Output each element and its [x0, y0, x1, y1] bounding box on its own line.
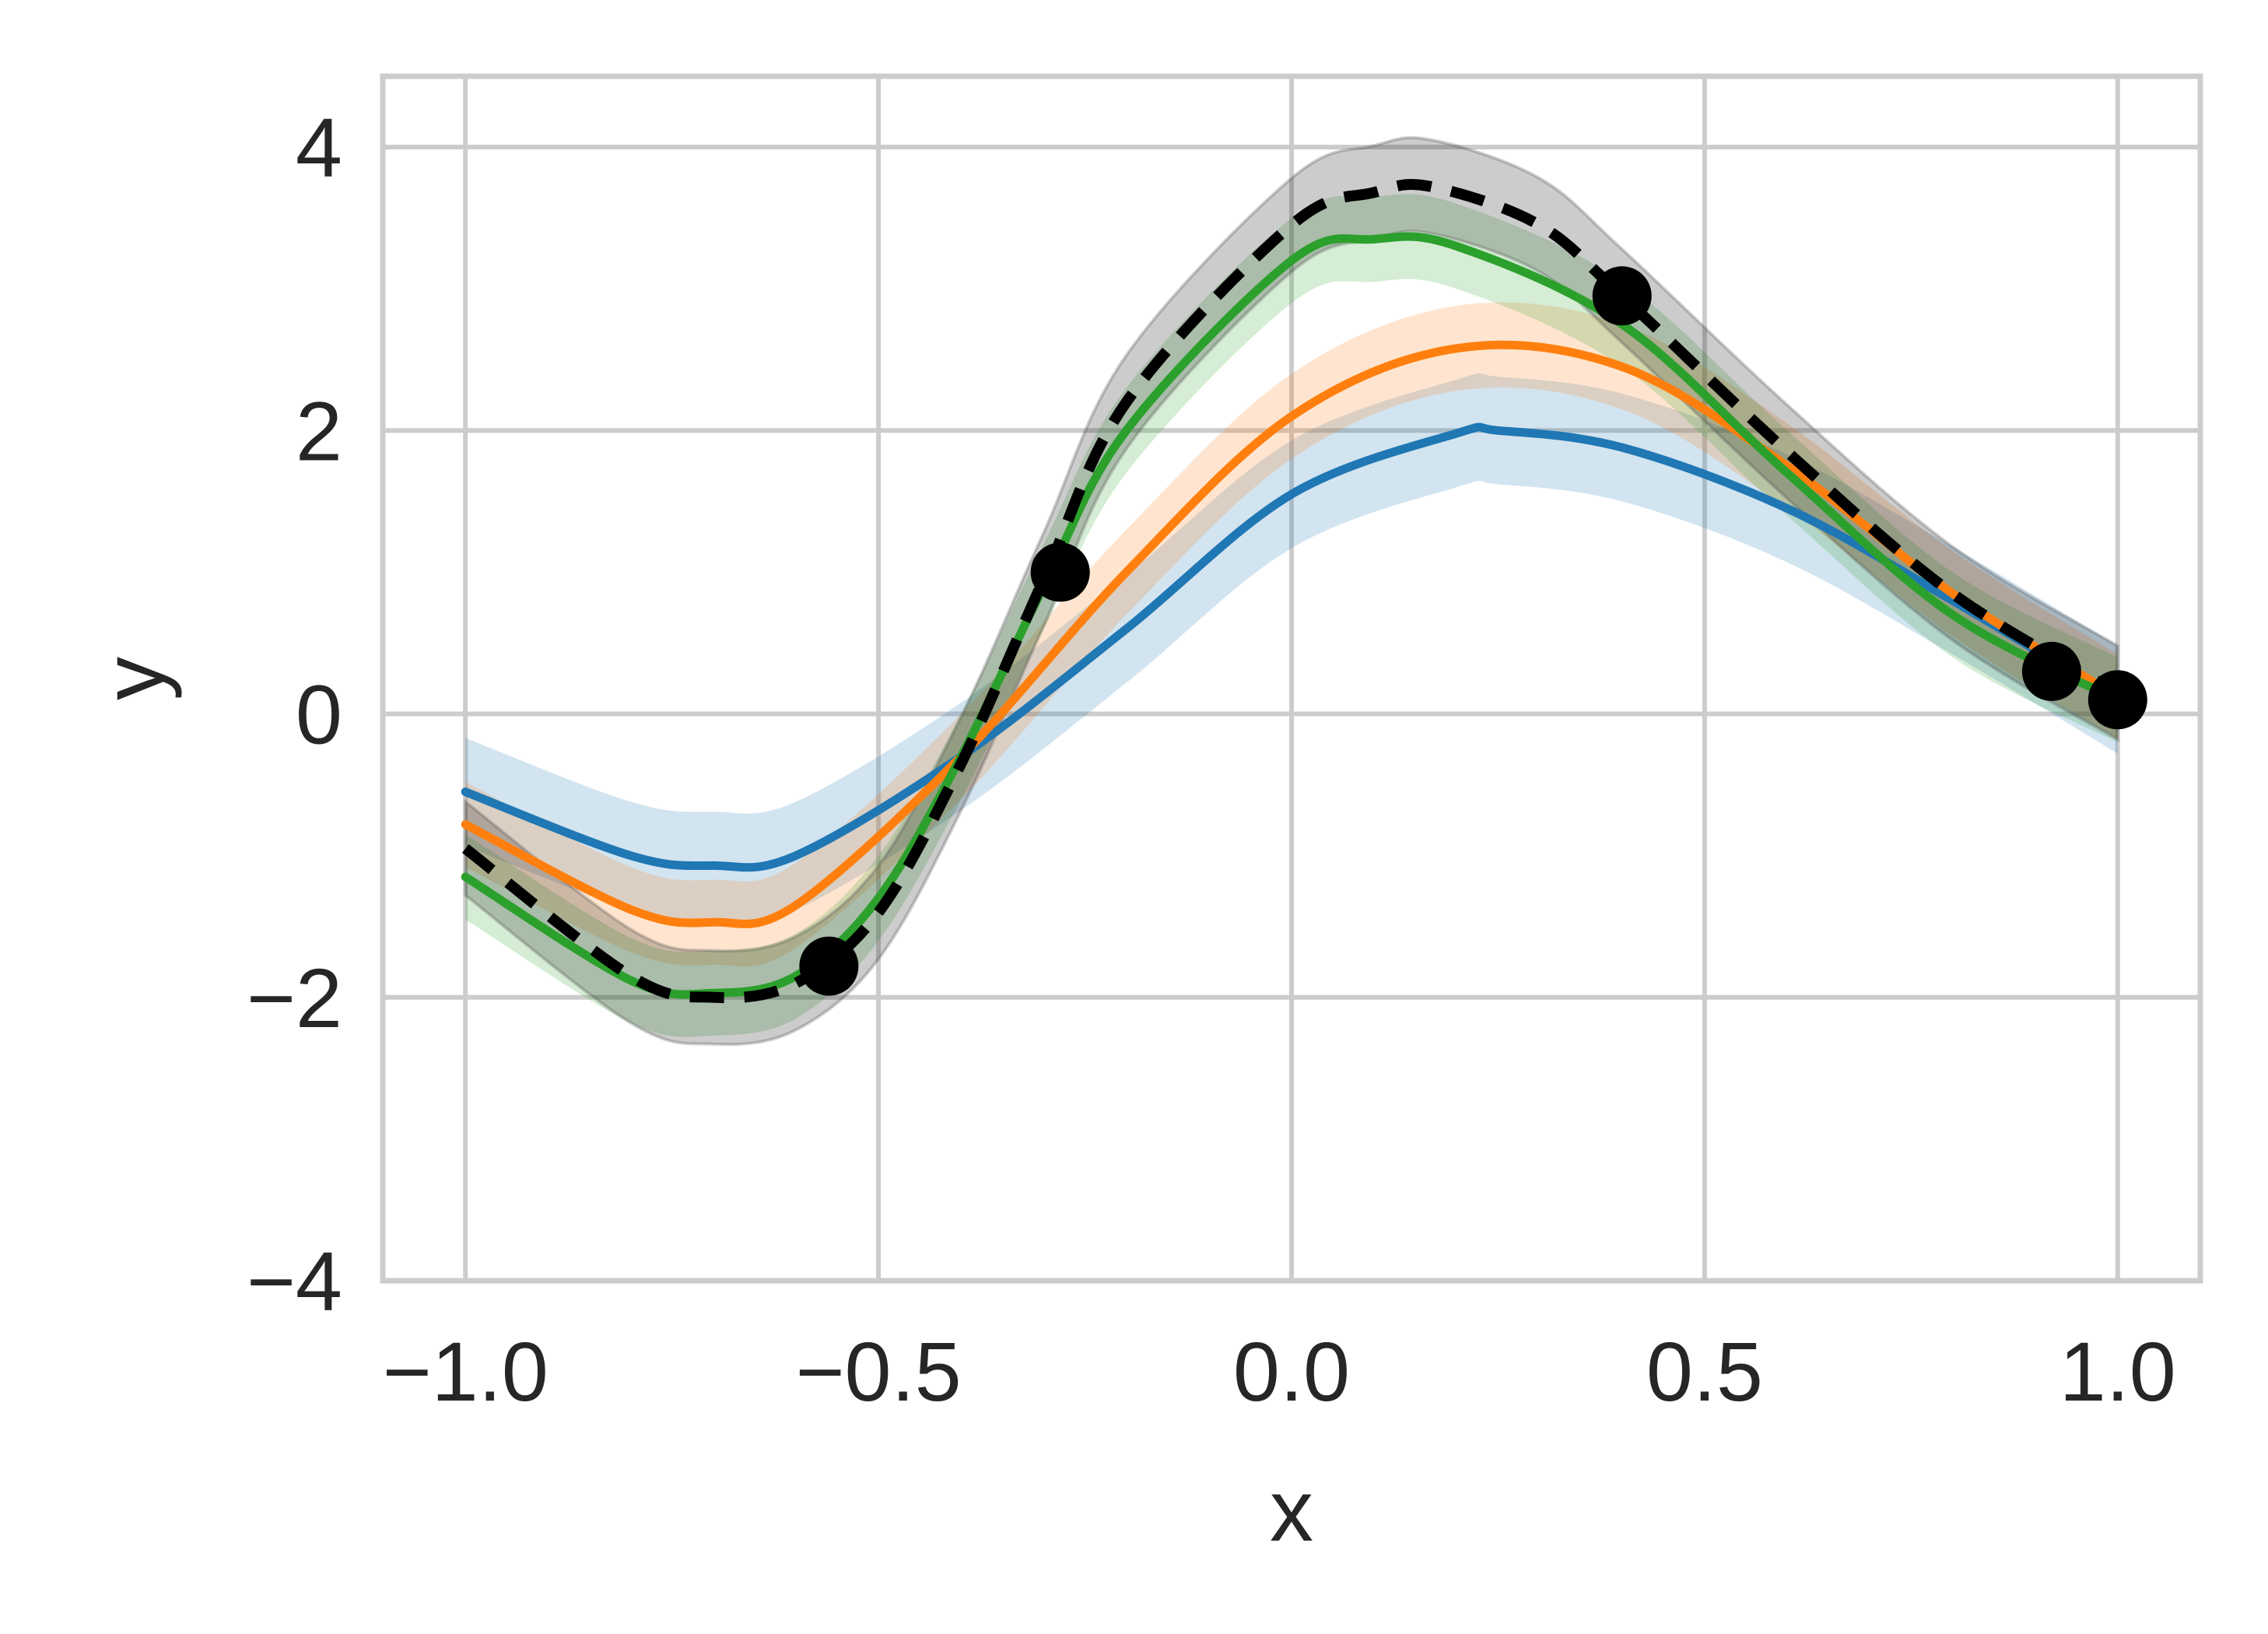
x-tick-label: −1.0: [383, 1324, 549, 1418]
y-tick-label: −2: [247, 951, 342, 1045]
y-tick-label: −4: [247, 1234, 342, 1328]
data-point: [2087, 670, 2147, 730]
y-tick-label: 0: [296, 668, 342, 762]
data-point: [1030, 542, 1090, 602]
x-tick-labels: −1.0 −0.5 0.0 0.5 1.0: [383, 1324, 2176, 1418]
x-tick-label: 0.5: [1646, 1324, 1763, 1418]
x-tick-label: 1.0: [2059, 1324, 2176, 1418]
confidence-band: [464, 135, 2119, 1047]
data-point: [799, 936, 859, 996]
x-tick-label: −0.5: [795, 1324, 961, 1418]
confidence-band: [465, 302, 2118, 967]
y-tick-labels: −4 −2 0 2 4: [247, 100, 342, 1328]
series-line: [461, 423, 2123, 872]
plot-frame: [380, 73, 2203, 1284]
observed-points: [799, 266, 2147, 996]
series-lines: [461, 179, 2123, 1004]
x-tick-label: 0.0: [1233, 1324, 1350, 1418]
y-axis-label: y: [85, 657, 182, 700]
series-line: [461, 340, 2123, 928]
dashed-series-line: [461, 179, 2121, 1004]
y-tick-label: 4: [296, 100, 342, 195]
data-point: [1592, 266, 1652, 326]
x-axis-label: x: [1270, 1462, 1313, 1559]
y-tick-label: 2: [296, 384, 342, 478]
series-line: [461, 232, 2123, 999]
confidence-band: [465, 373, 2118, 922]
data-point: [2021, 641, 2081, 701]
